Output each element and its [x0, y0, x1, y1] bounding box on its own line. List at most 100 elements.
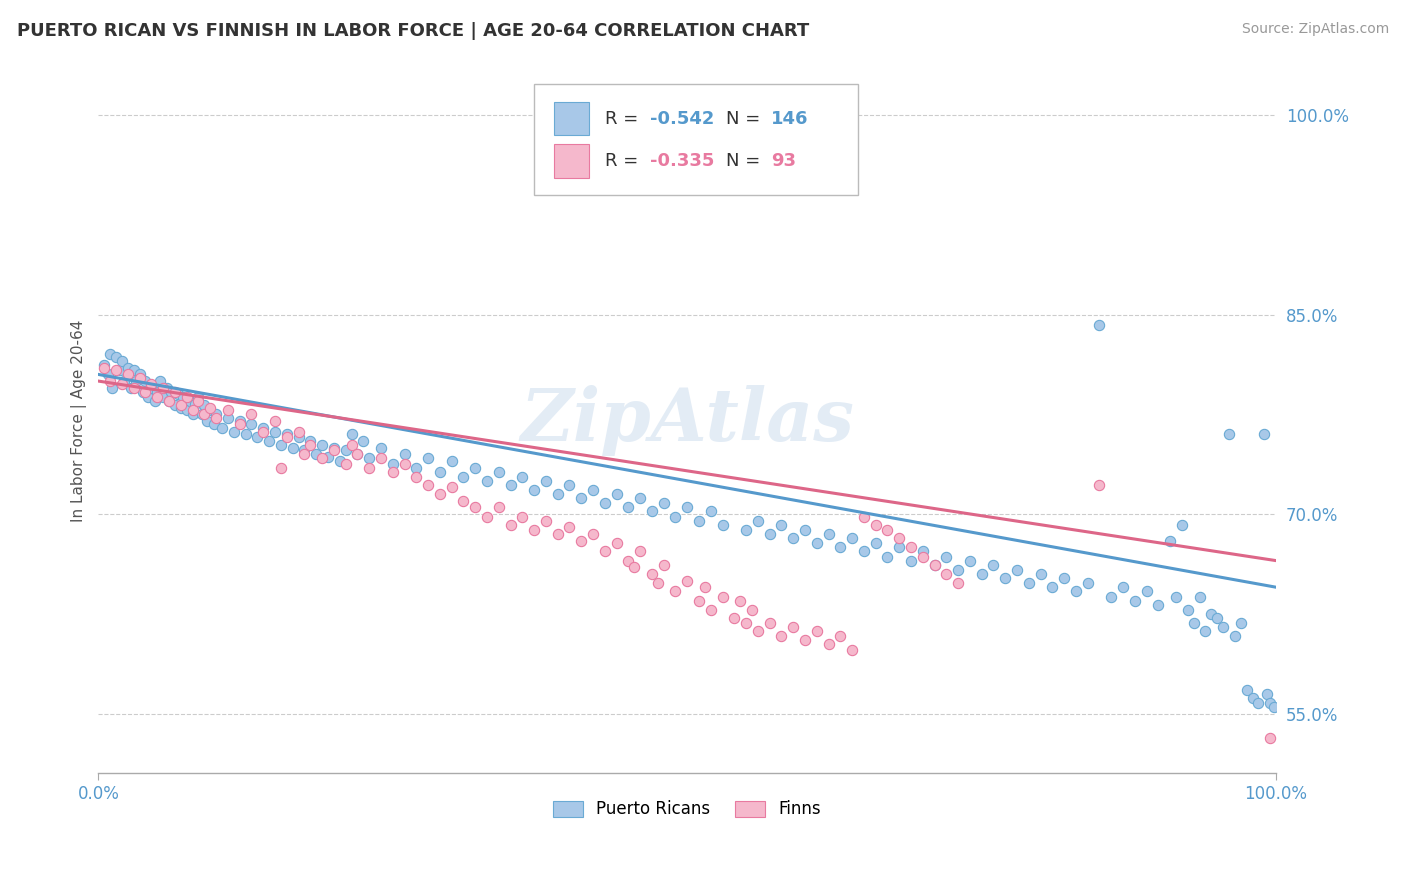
Point — [688, 514, 710, 528]
Point — [200, 401, 222, 415]
Point — [322, 443, 344, 458]
Point — [429, 465, 451, 479]
Text: -0.335: -0.335 — [650, 152, 714, 169]
Point — [101, 381, 124, 395]
Point — [270, 438, 292, 452]
Point — [970, 566, 993, 581]
Point — [205, 407, 228, 421]
Point — [181, 407, 204, 421]
Point — [628, 544, 651, 558]
FancyBboxPatch shape — [554, 144, 589, 178]
Point — [184, 397, 207, 411]
Point — [346, 447, 368, 461]
Point — [152, 390, 174, 404]
Point — [128, 368, 150, 382]
Point — [623, 560, 645, 574]
Point — [1088, 478, 1111, 492]
Point — [322, 441, 344, 455]
Point — [1135, 584, 1157, 599]
Point — [747, 624, 769, 639]
Point — [664, 509, 686, 524]
Point — [276, 427, 298, 442]
Point — [394, 447, 416, 461]
Point — [416, 478, 439, 492]
Point — [1212, 620, 1234, 634]
Point — [876, 523, 898, 537]
Point — [287, 430, 309, 444]
Point — [235, 427, 257, 442]
Point — [983, 558, 1005, 572]
Point — [959, 554, 981, 568]
Point — [628, 491, 651, 505]
Point — [617, 554, 640, 568]
Point — [394, 457, 416, 471]
Text: Source: ZipAtlas.com: Source: ZipAtlas.com — [1241, 22, 1389, 37]
Point — [735, 616, 758, 631]
Point — [523, 483, 546, 497]
Point — [141, 381, 163, 395]
Point — [1258, 696, 1281, 710]
Point — [246, 430, 269, 444]
Point — [335, 443, 357, 458]
Point — [676, 500, 699, 515]
Point — [157, 394, 180, 409]
Point — [311, 438, 333, 452]
Point — [294, 447, 316, 461]
Point — [117, 368, 139, 382]
Point — [134, 384, 156, 399]
Point — [252, 420, 274, 434]
Point — [1064, 584, 1087, 599]
Point — [924, 558, 946, 572]
Point — [1236, 682, 1258, 697]
Point — [852, 509, 875, 524]
Point — [429, 487, 451, 501]
Point — [405, 460, 427, 475]
Point — [935, 566, 957, 581]
Point — [141, 376, 163, 391]
Point — [97, 368, 120, 382]
Text: R =: R = — [605, 152, 644, 169]
Point — [464, 500, 486, 515]
Point — [1053, 571, 1076, 585]
Point — [111, 354, 134, 368]
Point — [1077, 576, 1099, 591]
Point — [1188, 590, 1211, 604]
Point — [747, 514, 769, 528]
Point — [582, 527, 605, 541]
Point — [381, 457, 404, 471]
Text: 93: 93 — [770, 152, 796, 169]
Point — [1018, 576, 1040, 591]
Point — [1171, 517, 1194, 532]
Point — [228, 414, 250, 428]
Point — [217, 403, 239, 417]
Point — [370, 451, 392, 466]
Point — [1229, 616, 1251, 631]
Point — [1253, 427, 1275, 442]
Point — [946, 563, 969, 577]
Point — [167, 387, 190, 401]
Point — [664, 584, 686, 599]
Point — [711, 590, 734, 604]
Point — [146, 384, 169, 399]
Point — [125, 374, 148, 388]
Point — [195, 414, 218, 428]
Point — [179, 394, 201, 409]
Point — [1164, 590, 1187, 604]
Point — [311, 451, 333, 466]
Point — [352, 434, 374, 448]
Point — [163, 398, 186, 412]
Point — [187, 394, 209, 409]
Point — [475, 509, 498, 524]
Point — [176, 403, 198, 417]
Point — [558, 478, 581, 492]
Point — [1258, 731, 1281, 745]
Point — [652, 496, 675, 510]
Point — [782, 531, 804, 545]
Point — [547, 527, 569, 541]
Point — [741, 603, 763, 617]
Point — [758, 527, 780, 541]
Point — [111, 376, 134, 391]
Point — [112, 374, 135, 388]
Point — [191, 407, 214, 421]
Point — [1201, 607, 1223, 621]
